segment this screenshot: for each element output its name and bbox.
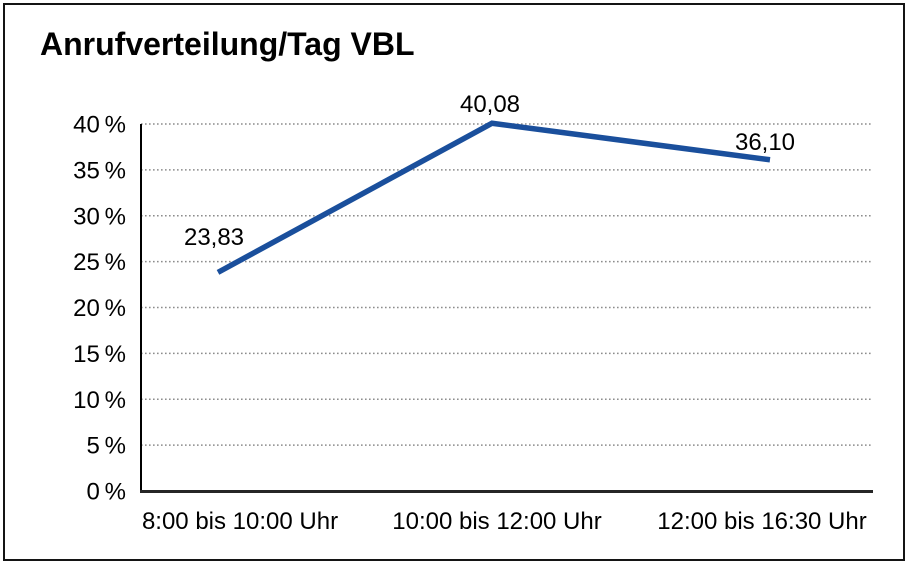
y-tick-label: 5 % xyxy=(87,433,127,460)
y-tick-label: 15 % xyxy=(73,341,126,368)
data-point-label: 23,83 xyxy=(184,224,244,251)
data-point-label: 40,08 xyxy=(460,91,520,118)
x-category-label: 10:00 bis 12:00 Uhr xyxy=(392,508,601,535)
chart-title: Anrufverteilung/Tag VBL xyxy=(40,26,415,62)
data-point-label: 36,10 xyxy=(735,129,795,156)
y-tick-label: 0 % xyxy=(87,479,127,506)
y-tick-label: 10 % xyxy=(73,387,126,414)
y-tick-label: 35 % xyxy=(73,157,126,184)
chart-border-frame xyxy=(3,3,905,561)
y-tick-label: 25 % xyxy=(73,249,126,276)
y-tick-label: 30 % xyxy=(73,203,126,230)
y-tick-label: 20 % xyxy=(73,295,126,322)
x-category-label: 8:00 bis 10:00 Uhr xyxy=(142,508,338,535)
x-category-label: 12:00 bis 16:30 Uhr xyxy=(657,508,866,535)
series-line xyxy=(216,120,771,275)
y-tick-label: 40 % xyxy=(73,112,126,139)
